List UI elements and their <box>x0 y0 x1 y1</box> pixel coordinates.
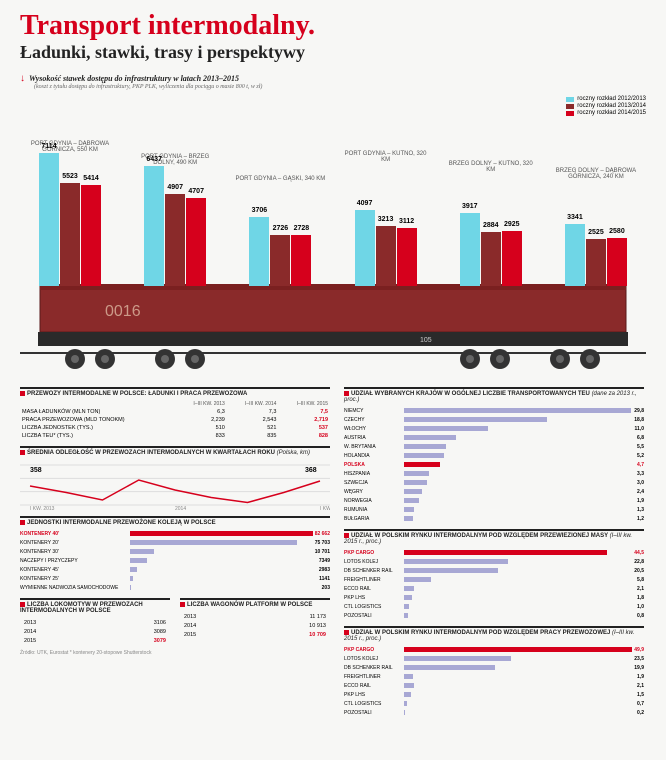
source-text: Źródło: UTK, Eurostat * kontenery 20-sto… <box>20 650 330 656</box>
locomotives-title: LICZBA LOKOMOTYW W PRZEWOZACH INTERMODAL… <box>20 598 170 614</box>
locomotives-table: 201331062014308920153079 <box>20 617 170 646</box>
page-subtitle: Ładunki, stawki, trasy i perspektywy <box>20 42 646 63</box>
svg-text:368: 368 <box>305 467 317 474</box>
teu-title: UDZIAŁ WYBRANYCH KRAJÓW W OGÓLNEJ LICZBI… <box>344 387 644 403</box>
wagons-title: LICZBA WAGONÓW PLATFORM W POLSCE <box>180 598 330 608</box>
mass-title: UDZIAŁ W POLSKIM RYNKU INTERMODALNYM POD… <box>344 529 644 545</box>
mass-chart: PKP CARGO44,5LOTOS KOLEJ22,8DB SCHENKER … <box>344 548 644 620</box>
linechart-title: ŚREDNIA ODLEGŁOŚĆ W PRZEWOZACH INTERMODA… <box>20 446 330 456</box>
table2-title: JEDNOSTKI INTERMODALNE PRZEWOŻONE KOLEJĄ… <box>20 516 330 526</box>
svg-text:2014: 2014 <box>175 506 186 510</box>
svg-text:I KW. 2015: I KW. 2015 <box>320 506 330 510</box>
svg-text:105: 105 <box>420 337 432 344</box>
svg-text:358: 358 <box>30 467 42 474</box>
work-title: UDZIAŁ W POLSKIM RYNKU INTERMODALNYM POD… <box>344 626 644 642</box>
containers-chart: KONTENERY 40'82 662KONTENERY 20'75 703KO… <box>20 529 330 592</box>
svg-text:0016: 0016 <box>105 303 141 320</box>
main-bar-chart: roczny rozkład 2012/2013roczny rozkład 2… <box>20 96 646 286</box>
arrow-down-icon: ↓ <box>20 73 25 84</box>
page-title: Transport intermodalny. <box>20 12 646 40</box>
table1: I–III KW. 2013I–III KW. 2014I–III KW. 20… <box>20 400 330 440</box>
svg-text:I KW. 2013: I KW. 2013 <box>30 506 55 510</box>
wagon-illustration: 0016 105 <box>20 284 646 374</box>
wagons-table: 201311 173201410 913201510 709 <box>180 611 330 640</box>
main-chart-subcaption: (koszt z tytułu dostępu do infrastruktur… <box>34 84 646 90</box>
line-chart: 358 368 I KW. 2013 2014 I KW. 2015 <box>20 460 330 510</box>
work-chart: PKP CARGO49,9LOTOS KOLEJ23,5DB SCHENKER … <box>344 645 644 717</box>
teu-chart: NIEMCY29,8CZECHY18,8WŁOCHY11,0AUSTRIA6,8… <box>344 406 644 523</box>
table1-title: PRZEWOZY INTERMODALNE W POLSCE: ŁADUNKI … <box>20 387 330 397</box>
main-chart-caption: ↓ Wysokość stawek dostępu do infrastrukt… <box>20 73 646 84</box>
